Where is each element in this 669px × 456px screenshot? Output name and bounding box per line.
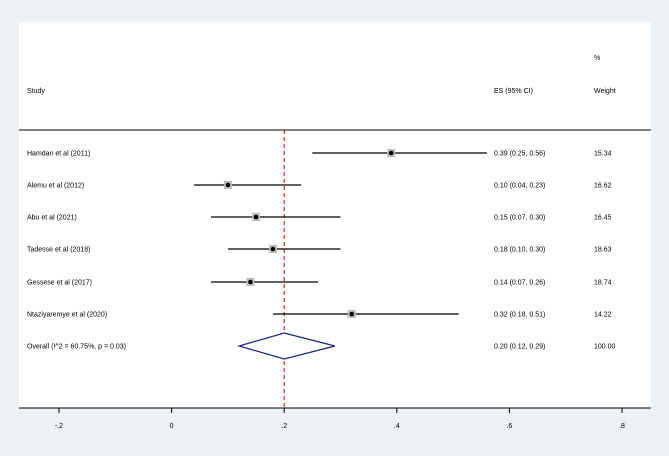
weight-label: 15.34 <box>594 151 612 158</box>
point-estimate-marker <box>270 246 276 252</box>
plot-panel <box>19 22 651 408</box>
overall-label: Overall (I^2 = 60.75%, p = 0.03) <box>27 344 126 351</box>
weight-label: 16.45 <box>594 215 612 222</box>
es-column-header: ES (95% CI) <box>494 88 533 95</box>
x-tick-label: .4 <box>394 423 400 430</box>
x-tick-label: .2 <box>281 423 287 430</box>
effect-size-label: 0.32 (0.18, 0.51) <box>494 312 545 319</box>
study-label: Ntaziyaremye et al (2020) <box>27 312 107 319</box>
weight-percent-header: % <box>594 55 600 62</box>
effect-size-label: 0.15 (0.07, 0.30) <box>494 215 545 222</box>
x-tick-label: .8 <box>619 423 625 430</box>
overall-effect-size-label: 0.20 (0.12, 0.29) <box>494 344 545 351</box>
overall-weight-label: 100.00 <box>594 344 616 351</box>
study-column-header: Study <box>27 88 45 95</box>
study-label: Abu et al (2021) <box>27 215 77 222</box>
study-label: Tadesse et al (2018) <box>27 247 90 254</box>
point-estimate-marker <box>253 214 259 220</box>
x-tick-label: 0 <box>170 423 174 430</box>
study-label: Hamdan et al (2011) <box>27 151 90 158</box>
effect-size-label: 0.10 (0.04, 0.23) <box>494 183 545 190</box>
study-label: Gessese et al (2017) <box>27 280 92 287</box>
weight-label: 14.22 <box>594 312 612 319</box>
study-label: Alemu et al (2012) <box>27 183 84 190</box>
point-estimate-marker <box>388 150 394 156</box>
overall-effect-diamond <box>236 332 336 360</box>
weight-column-header: Weight <box>594 88 616 95</box>
point-estimate-marker <box>349 311 355 317</box>
weight-label: 16.62 <box>594 183 612 190</box>
point-estimate-marker <box>248 279 253 285</box>
effect-size-label: 0.14 (0.07, 0.26) <box>494 280 545 287</box>
x-tick-label: .6 <box>506 423 512 430</box>
x-tick-label: -.2 <box>55 423 63 430</box>
effect-size-label: 0.39 (0.25, 0.56) <box>494 151 545 158</box>
effect-size-label: 0.18 (0.10, 0.30) <box>494 247 545 254</box>
point-estimate-marker <box>225 182 231 188</box>
weight-label: 18.74 <box>594 280 612 287</box>
weight-label: 18.63 <box>594 247 612 254</box>
